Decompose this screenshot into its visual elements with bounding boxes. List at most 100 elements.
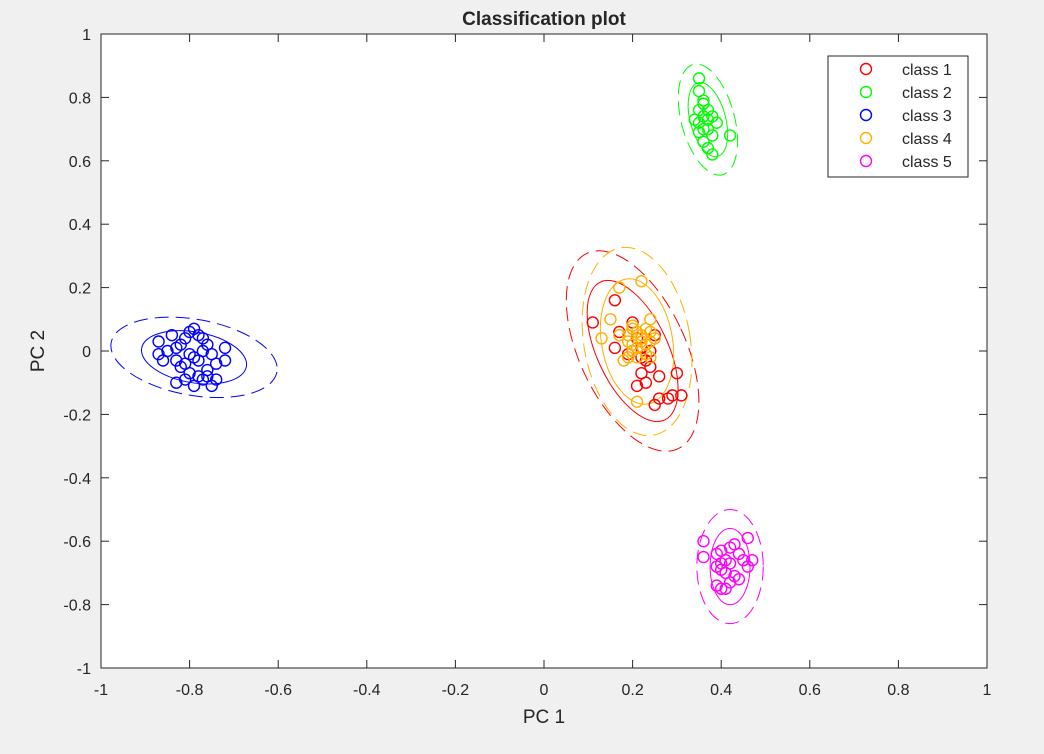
data-point — [626, 319, 639, 332]
data-point — [648, 398, 661, 412]
data-point — [621, 335, 635, 348]
data-point — [635, 335, 648, 348]
data-point — [635, 275, 648, 288]
data-point — [174, 338, 187, 351]
data-point — [697, 535, 710, 548]
data-point — [701, 103, 715, 117]
y-tick-label: -0.2 — [63, 407, 91, 424]
y-tick-label: 0.8 — [69, 90, 91, 107]
legend-marker — [859, 154, 873, 168]
data-point — [613, 281, 626, 294]
data-point — [723, 576, 737, 589]
data-point — [209, 373, 223, 386]
data-point — [635, 328, 648, 342]
x-tick-label: 0.2 — [621, 682, 643, 699]
data-point — [209, 357, 223, 370]
data-point — [675, 389, 688, 402]
data-point — [737, 554, 750, 567]
data-point — [630, 395, 644, 408]
data-point — [613, 325, 626, 339]
data-point — [621, 351, 635, 364]
data-point — [644, 335, 657, 348]
legend-label: class 3 — [902, 108, 952, 125]
data-point — [715, 544, 728, 557]
data-point — [608, 294, 622, 307]
data-point — [604, 313, 617, 326]
y-tick-label: -1 — [77, 661, 91, 678]
data-point — [165, 328, 179, 342]
data-point — [170, 354, 183, 367]
confidence-ellipse-dashed — [696, 509, 764, 625]
legend-item: class 1 — [859, 62, 952, 79]
legend-marker — [859, 108, 873, 122]
data-point — [218, 341, 232, 355]
x-tick-label: 1 — [983, 682, 992, 699]
data-point — [746, 554, 759, 567]
data-point — [630, 341, 644, 355]
legend-marker — [859, 131, 873, 145]
data-point — [170, 376, 183, 389]
data-point — [178, 332, 192, 345]
legend-item: class 5 — [859, 154, 952, 171]
data-point — [218, 354, 232, 367]
data-point — [644, 360, 657, 374]
data-point — [670, 366, 684, 380]
x-tick-label: -0.2 — [442, 682, 470, 699]
data-point — [732, 573, 746, 586]
data-point — [692, 126, 706, 139]
data-point — [652, 370, 666, 383]
x-tick-label: 0.6 — [799, 682, 821, 699]
x-tick-label: 0 — [540, 682, 549, 699]
data-point — [639, 322, 653, 336]
data-point — [701, 141, 715, 155]
confidence-ellipse-dashed — [581, 246, 693, 437]
y-tick-label: 0 — [82, 344, 91, 361]
legend-item: class 2 — [859, 85, 952, 102]
x-tick-label: -0.4 — [353, 682, 381, 699]
confidence-ellipse-solid — [586, 279, 679, 423]
data-point — [644, 351, 657, 364]
data-point — [183, 366, 196, 380]
x-tick-label: 0.8 — [887, 682, 909, 699]
confidence-ellipse-dashed — [565, 250, 700, 452]
confidence-ellipse-solid — [709, 528, 751, 606]
legend-item: class 4 — [859, 131, 952, 148]
data-point — [630, 351, 644, 364]
data-point — [706, 110, 719, 123]
x-tick-label: 0.4 — [710, 682, 732, 699]
data-point — [178, 373, 192, 386]
data-point — [608, 341, 622, 355]
data-point — [201, 370, 214, 383]
data-point — [613, 328, 626, 342]
y-tick-label: -0.6 — [63, 534, 91, 551]
data-point — [666, 389, 679, 402]
confidence-ellipses — [110, 63, 764, 625]
y-tick-label: -0.4 — [63, 471, 91, 488]
data-point — [652, 392, 666, 405]
confidence-ellipse-dashed — [677, 63, 739, 176]
data-point — [595, 332, 608, 345]
data-point — [741, 560, 754, 573]
legend: class 1 class 2 class 3 class 4 class 5 — [827, 55, 969, 178]
data-point — [161, 344, 174, 358]
legend-label: class 4 — [902, 131, 952, 148]
data-point — [723, 129, 737, 142]
legend-marker — [859, 62, 873, 76]
data-point — [196, 344, 210, 358]
legend-marker — [859, 85, 873, 99]
data-point — [741, 531, 754, 545]
data-point — [152, 347, 165, 361]
data-point — [688, 113, 701, 126]
axis-ticks: -1 -0.8 -0.6 -0.4 -0.2 0 0.2 0.4 0.6 0.8 1 1 0.8 0.6 0… — [63, 27, 991, 699]
data-point — [196, 332, 210, 345]
data-point — [626, 322, 639, 336]
data-point — [719, 582, 732, 595]
legend-label: class 2 — [902, 85, 952, 102]
data-point — [732, 547, 746, 561]
data-point — [152, 335, 165, 348]
data-point — [630, 379, 644, 393]
data-point — [701, 122, 715, 136]
data-point — [697, 97, 710, 110]
y-tick-label: 0.4 — [69, 217, 91, 234]
